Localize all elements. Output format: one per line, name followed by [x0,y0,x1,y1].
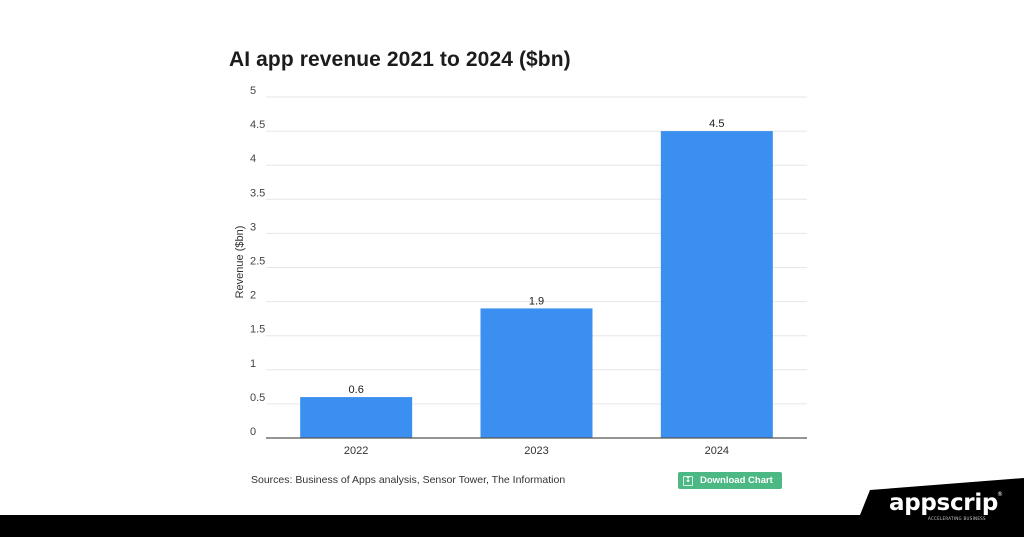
bar-value-label: 1.9 [529,295,544,307]
bar-2022 [300,397,413,438]
x-axis-ticks: 2022 2023 2024 [344,445,729,457]
x-tick-label: 2024 [705,445,729,457]
download-chart-label: Download Chart [700,475,773,486]
y-tick-label: 1.5 [250,324,265,336]
y-axis-ticks: 0 0.5 1 1.5 2 2.5 3 3.5 4 4.5 5 [250,85,265,438]
y-tick-label: 0 [250,426,256,438]
brand-logo[interactable]: appscrip [889,490,999,516]
chart-title: AI app revenue 2021 to 2024 ($bn) [229,48,571,71]
bar-value-labels: 0.6 1.9 4.5 [349,118,725,396]
y-tick-label: 3 [250,221,256,233]
x-tick-label: 2022 [344,445,368,457]
y-tick-label: 0.5 [250,392,265,404]
bar-2024 [660,131,773,438]
bars [300,131,773,438]
x-tick-label: 2023 [524,445,548,457]
y-axis-label: Revenue ($bn) [234,226,246,299]
brand-tagline: ACCELERATING BUSINESS [928,516,986,521]
bar-2023 [480,308,593,438]
y-tick-label: 4 [250,153,256,165]
y-tick-label: 1 [250,358,256,370]
download-chart-button[interactable]: ↧ Download Chart [678,472,782,489]
bar-value-label: 4.5 [709,118,724,130]
bar-value-label: 0.6 [349,384,364,396]
download-icon: ↧ [683,475,693,486]
brand-registered-mark: ® [997,491,1003,498]
y-tick-label: 3.5 [250,187,265,199]
y-tick-label: 2 [250,290,256,302]
sources-note: Sources: Business of Apps analysis, Sens… [251,474,566,486]
y-tick-label: 4.5 [250,119,265,131]
y-tick-label: 5 [250,85,256,97]
y-tick-label: 2.5 [250,256,265,268]
